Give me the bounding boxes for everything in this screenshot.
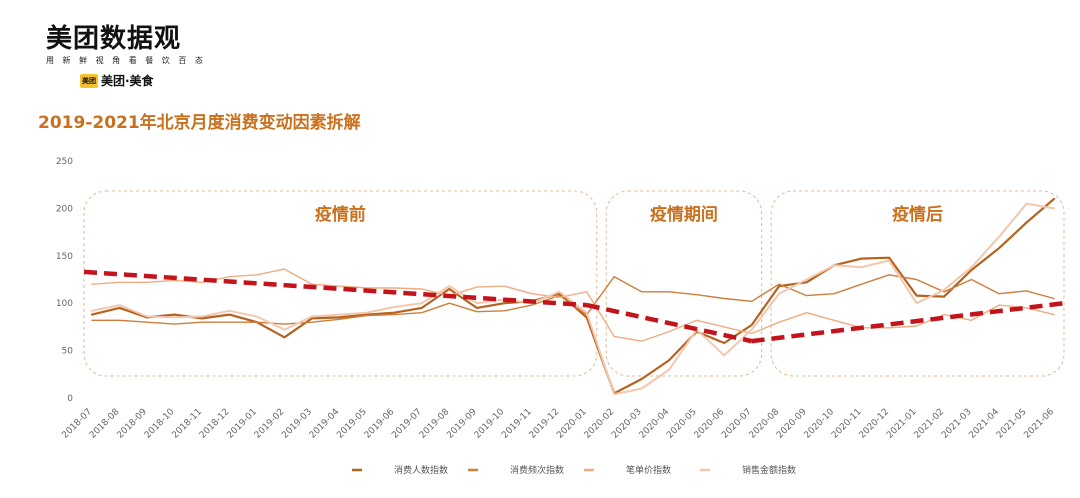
legend-label-4: 销售金额指数	[742, 464, 796, 476]
period-label-2: 疫情期间	[650, 204, 718, 225]
legend-label-2: 消费频次指数	[510, 464, 564, 476]
trend-line-1	[83, 269, 587, 308]
x-tick-label: 2021-06	[1022, 407, 1056, 441]
y-tick-label: 250	[56, 157, 73, 167]
meituan-badge-icon: 美团	[80, 73, 98, 88]
brand-title: 美团数据观	[46, 24, 182, 54]
y-tick-label: 200	[56, 204, 73, 214]
axes: 0501001502002502018-072018-082018-092018…	[56, 157, 1056, 441]
period-box-1	[83, 190, 598, 377]
y-tick-label: 150	[56, 252, 73, 262]
period-label-3: 疫情后	[892, 204, 943, 225]
y-tick-label: 100	[56, 299, 73, 309]
period-box-2	[605, 190, 763, 377]
period-label-1: 疫情前	[315, 204, 366, 225]
period-box-3	[770, 190, 1065, 377]
trend-line-3	[751, 300, 1065, 344]
sub-brand-name: 美团·美食	[101, 74, 154, 88]
series-lines	[90, 197, 1056, 396]
trend-line-2	[586, 302, 753, 344]
legend-label-3: 笔单价指数	[626, 464, 671, 476]
brand-tagline: 用 新 鲜 视 角 看 餐 饮 百 态	[46, 56, 206, 65]
series-line-3	[91, 268, 1055, 342]
series-line-4	[91, 202, 1055, 396]
y-tick-label: 0	[67, 394, 73, 404]
trend-lines	[83, 269, 1065, 344]
period-boxes: 疫情前 疫情期间 疫情后	[83, 190, 1065, 377]
legend: 消费人数指数 消费频次指数 笔单价指数 销售金额指数	[352, 464, 796, 476]
brand-logo: 美团数据观 用 新 鲜 视 角 看 餐 饮 百 态 美团 美团·美食	[46, 24, 206, 89]
chart-title: 2019-2021年北京月度消费变动因素拆解	[38, 113, 361, 133]
legend-label-1: 消费人数指数	[394, 464, 448, 476]
y-tick-label: 50	[62, 347, 74, 357]
series-line-1	[90, 197, 1056, 395]
sub-brand: 美团 美团·美食	[80, 72, 206, 89]
